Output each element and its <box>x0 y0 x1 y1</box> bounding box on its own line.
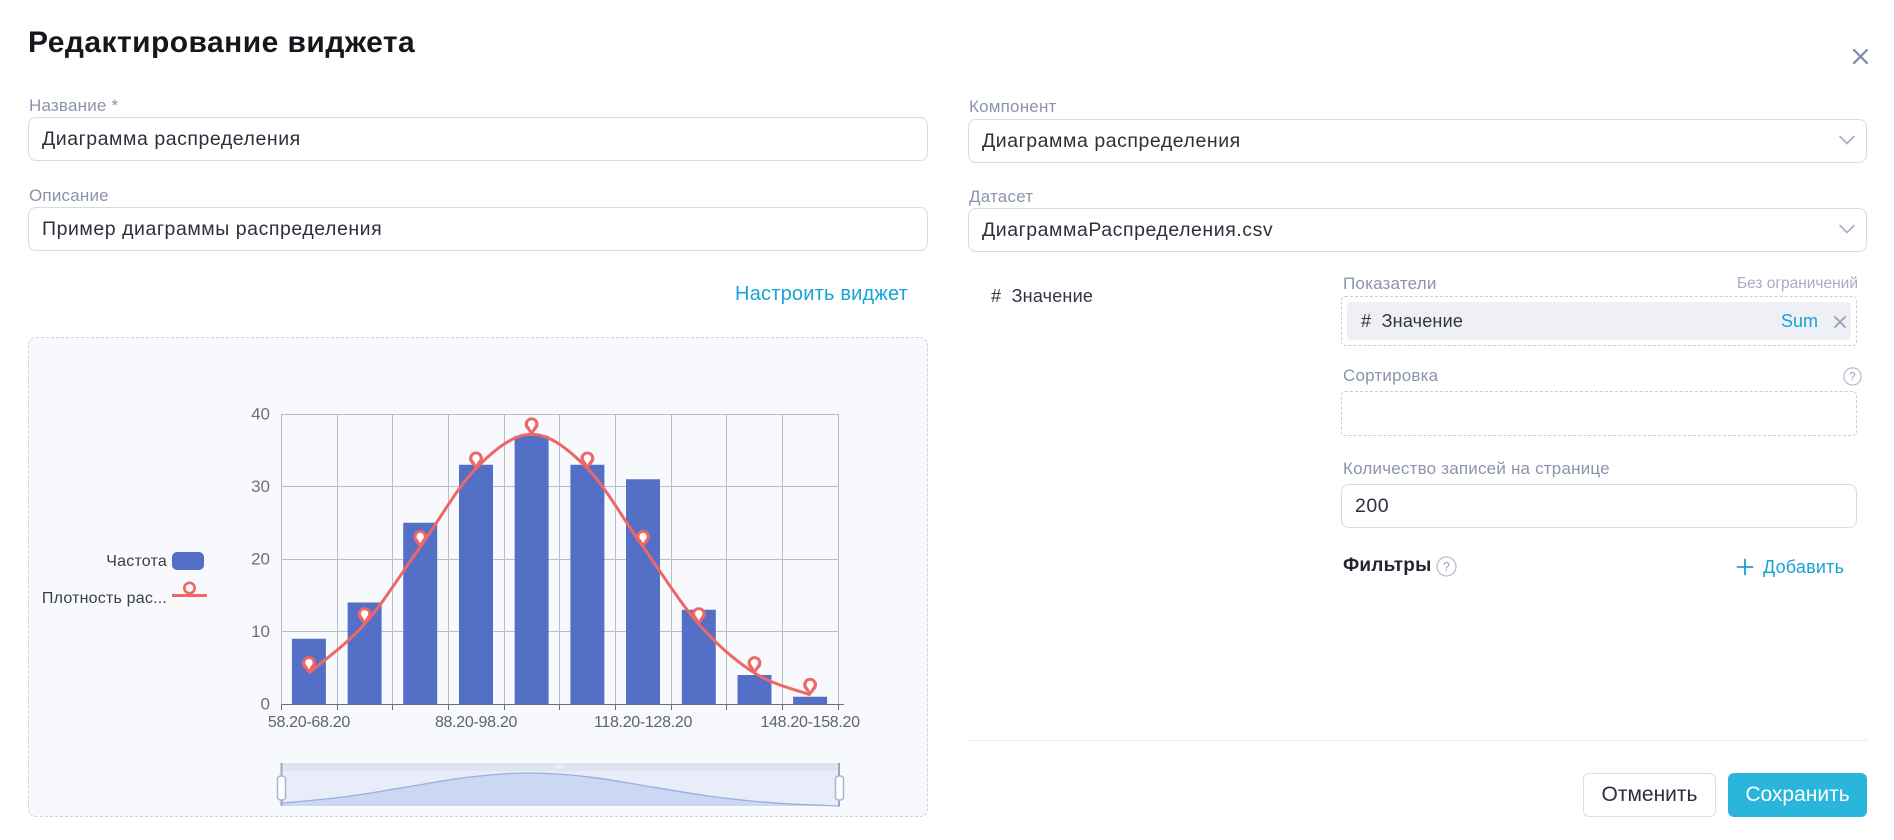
svg-text:Плотность рас...: Плотность рас... <box>42 590 167 607</box>
svg-text:30: 30 <box>251 477 270 496</box>
svg-text:118.20-128.20: 118.20-128.20 <box>594 714 693 731</box>
svg-text:?: ? <box>1443 560 1450 574</box>
svg-text:10: 10 <box>251 622 270 641</box>
svg-text:20: 20 <box>251 550 270 569</box>
svg-text:40: 40 <box>251 405 270 424</box>
svg-text:Частота: Частота <box>106 553 167 570</box>
svg-text:88.20-98.20: 88.20-98.20 <box>435 714 518 731</box>
svg-text:58.20-68.20: 58.20-68.20 <box>268 714 351 731</box>
svg-text:?: ? <box>1849 372 1855 384</box>
svg-text:148.20-158.20: 148.20-158.20 <box>760 714 860 731</box>
svg-text:0: 0 <box>261 695 270 714</box>
